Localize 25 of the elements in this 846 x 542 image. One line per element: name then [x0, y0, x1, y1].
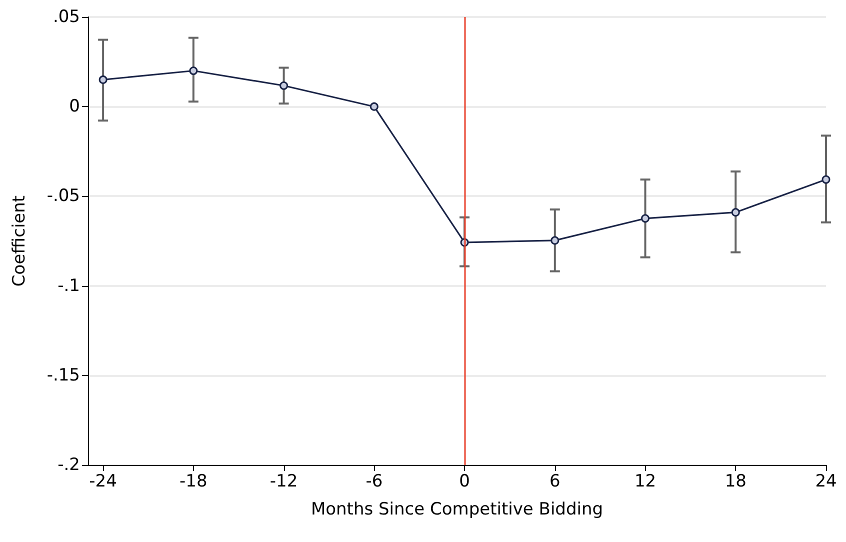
x-tick-label: -18: [180, 472, 208, 492]
point: [550, 236, 560, 245]
point: [731, 208, 740, 217]
x-tick-label: 12: [634, 472, 656, 492]
x-tick-label: 6: [549, 472, 560, 492]
point: [641, 214, 650, 223]
x-tick-label: -12: [270, 472, 298, 492]
y-tick-label: -.2: [58, 455, 80, 475]
point: [189, 66, 198, 76]
x-axis-title: Months Since Competitive Bidding: [310, 500, 604, 520]
y-tick-label: .05: [52, 7, 80, 27]
x-tick-label: -6: [366, 472, 383, 492]
point: [98, 75, 108, 84]
y-tick-label: -.05: [46, 186, 80, 206]
y-tick-label: -.15: [46, 365, 80, 386]
point: [280, 81, 288, 90]
y-axis-title: Coefficient: [10, 195, 30, 287]
y-tick-label: -.1: [58, 276, 80, 296]
x-tick-label: 0: [459, 472, 470, 492]
x-tick-label: -24: [89, 472, 117, 492]
point: [370, 102, 378, 111]
y-tick-label: 0: [69, 96, 80, 117]
point: [822, 175, 830, 184]
x-tick-label: 24: [815, 472, 837, 492]
x-tick-label: 18: [724, 472, 746, 492]
